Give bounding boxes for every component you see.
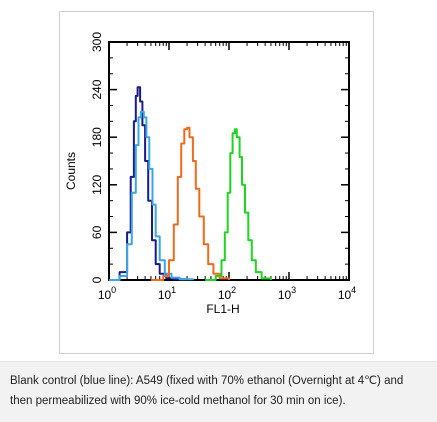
x-tick-label: 103 [278,285,296,302]
chart-image-box: 100 101 102 103 104 0 60 120 180 240 300 FL1-H Count… [59,11,374,354]
figure-caption: Blank control (blue line): A549 (fixed w… [0,361,437,422]
series-light-blue-line [109,110,194,281]
series-orange-line [150,126,230,281]
series-green-line [205,128,272,281]
y-axis-label: Counts [64,152,78,190]
histogram-chart: 100 101 102 103 104 0 60 120 180 240 300 FL1-H Count… [64,32,356,316]
y-tick-label: 120 [90,174,104,194]
caption-line-1: Blank control (blue line): A549 (fixed w… [10,375,404,387]
y-tick-label: 240 [90,79,104,99]
caption-line-2: then permeabilized with 90% ice-cold met… [10,395,346,407]
series-dark-blue-line [109,86,189,281]
x-tick-label: 101 [158,285,176,302]
labels: 100 101 102 103 104 0 60 120 180 240 300 FL1-H Count… [64,32,356,316]
y-tick-label: 60 [90,225,104,239]
y-tick-label: 0 [90,276,104,283]
series-layer [109,86,272,281]
x-tick-label: 102 [218,285,236,302]
x-axis-label: FL1-H [206,302,239,316]
x-tick-label: 100 [98,285,116,302]
x-tick-label: 104 [338,285,356,302]
y-tick-label: 180 [90,127,104,147]
y-tick-label: 300 [90,32,104,52]
